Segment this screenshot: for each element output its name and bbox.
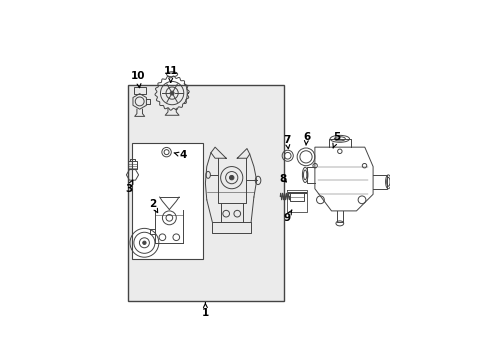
Text: 9: 9 xyxy=(284,210,292,223)
Circle shape xyxy=(170,91,174,95)
Text: 7: 7 xyxy=(284,135,291,149)
Text: 2: 2 xyxy=(149,199,158,213)
Text: 4: 4 xyxy=(174,150,187,161)
Bar xyxy=(132,143,203,260)
Text: 1: 1 xyxy=(202,303,209,319)
Text: 8: 8 xyxy=(279,174,287,184)
Text: 10: 10 xyxy=(131,72,145,88)
Text: 11: 11 xyxy=(164,66,178,82)
Text: 3: 3 xyxy=(125,180,133,194)
Bar xyxy=(128,85,284,301)
Circle shape xyxy=(143,241,146,244)
Text: 6: 6 xyxy=(303,132,310,145)
Bar xyxy=(128,161,137,169)
Text: 5: 5 xyxy=(333,132,341,148)
Bar xyxy=(134,87,146,94)
Circle shape xyxy=(229,175,234,180)
